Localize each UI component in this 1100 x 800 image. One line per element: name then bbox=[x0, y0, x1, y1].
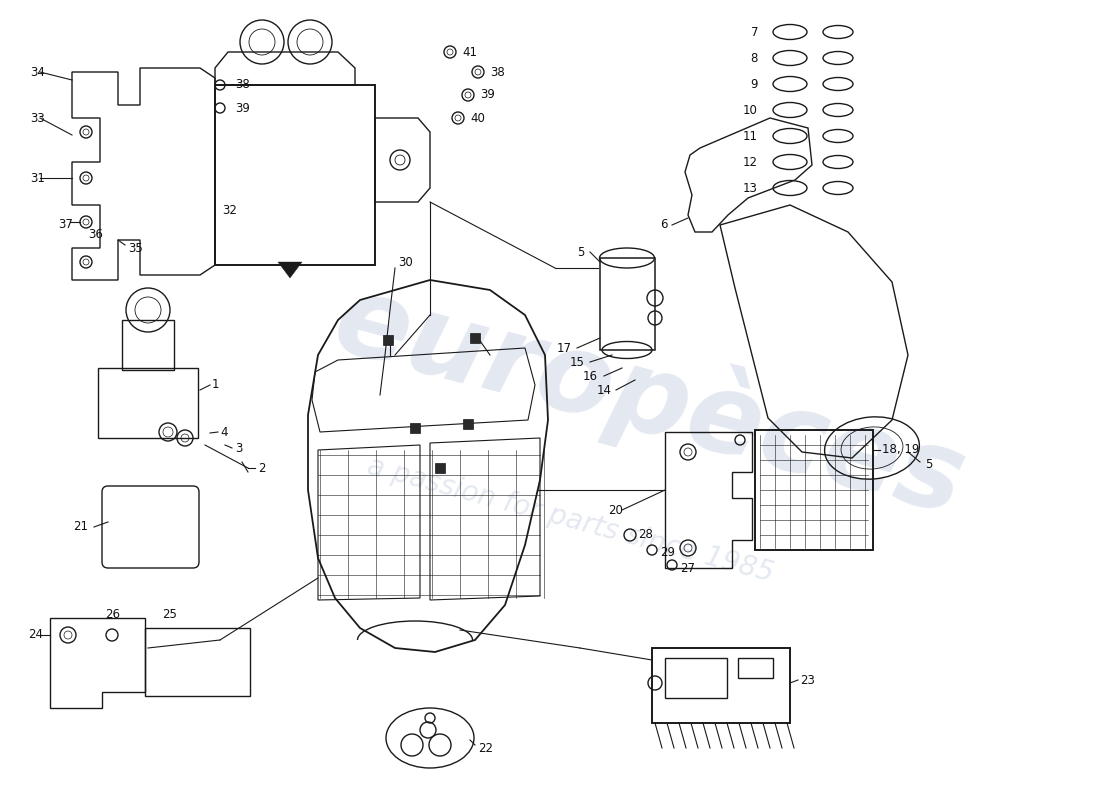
Text: 9: 9 bbox=[750, 78, 758, 90]
Text: 39: 39 bbox=[235, 102, 250, 114]
Text: 38: 38 bbox=[490, 66, 505, 78]
Text: 15: 15 bbox=[570, 355, 585, 369]
Text: 30: 30 bbox=[398, 255, 412, 269]
Text: 5: 5 bbox=[578, 246, 585, 258]
Text: 14: 14 bbox=[597, 383, 612, 397]
Text: 18, 19: 18, 19 bbox=[882, 443, 920, 457]
FancyBboxPatch shape bbox=[470, 333, 480, 343]
Text: 11: 11 bbox=[742, 130, 758, 142]
FancyBboxPatch shape bbox=[463, 419, 473, 429]
Text: 12: 12 bbox=[742, 155, 758, 169]
Text: 16: 16 bbox=[583, 370, 598, 382]
Polygon shape bbox=[278, 262, 303, 278]
Text: 13: 13 bbox=[744, 182, 758, 194]
FancyBboxPatch shape bbox=[383, 335, 393, 345]
Text: 34: 34 bbox=[30, 66, 45, 78]
Text: 2: 2 bbox=[258, 462, 265, 474]
Text: 35: 35 bbox=[128, 242, 143, 254]
Text: 6: 6 bbox=[660, 218, 668, 231]
Text: 4: 4 bbox=[220, 426, 228, 438]
Text: 25: 25 bbox=[162, 607, 177, 621]
Text: 24: 24 bbox=[28, 629, 43, 642]
Text: 17: 17 bbox=[557, 342, 572, 354]
Text: 20: 20 bbox=[608, 503, 623, 517]
Text: 7: 7 bbox=[750, 26, 758, 38]
Text: 27: 27 bbox=[680, 562, 695, 574]
Text: 39: 39 bbox=[480, 89, 495, 102]
Text: 8: 8 bbox=[750, 51, 758, 65]
FancyBboxPatch shape bbox=[434, 463, 446, 473]
Text: 31: 31 bbox=[30, 171, 45, 185]
Text: 41: 41 bbox=[462, 46, 477, 58]
Text: 37: 37 bbox=[58, 218, 73, 231]
FancyBboxPatch shape bbox=[410, 423, 420, 433]
Text: europèces: europèces bbox=[322, 262, 977, 538]
Text: 1: 1 bbox=[212, 378, 220, 391]
Text: 36: 36 bbox=[88, 229, 103, 242]
Text: 26: 26 bbox=[104, 607, 120, 621]
Text: 32: 32 bbox=[222, 203, 236, 217]
Text: 29: 29 bbox=[660, 546, 675, 558]
Text: 5: 5 bbox=[925, 458, 933, 471]
Text: 28: 28 bbox=[638, 529, 653, 542]
Text: a passion for parts since 1985: a passion for parts since 1985 bbox=[364, 452, 777, 588]
Text: 40: 40 bbox=[470, 111, 485, 125]
Text: 10: 10 bbox=[744, 103, 758, 117]
Text: 22: 22 bbox=[478, 742, 493, 754]
Text: 38: 38 bbox=[235, 78, 250, 91]
Text: 21: 21 bbox=[73, 521, 88, 534]
Text: 33: 33 bbox=[30, 111, 45, 125]
Text: 23: 23 bbox=[800, 674, 815, 686]
Text: 3: 3 bbox=[235, 442, 242, 454]
